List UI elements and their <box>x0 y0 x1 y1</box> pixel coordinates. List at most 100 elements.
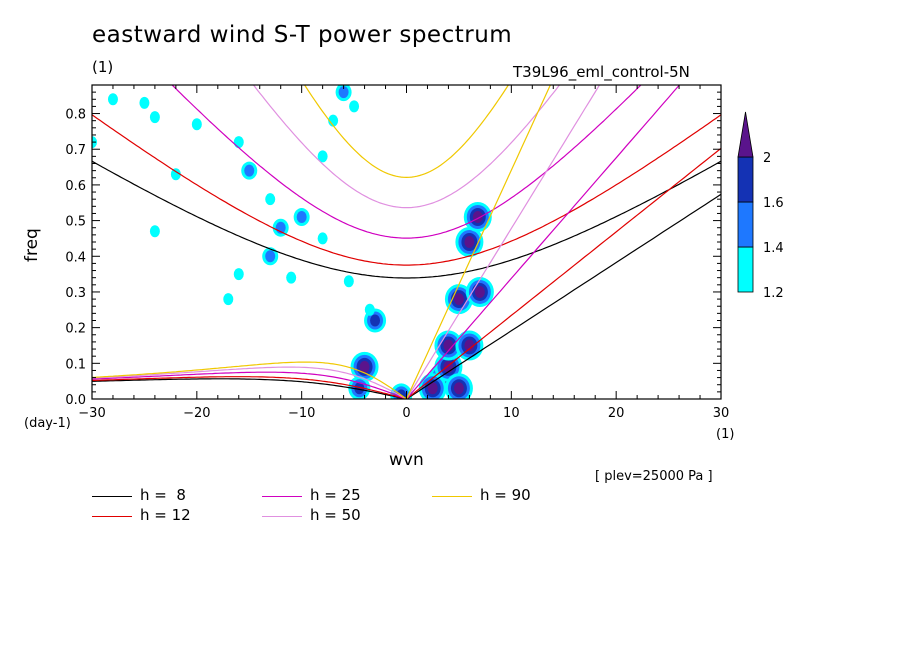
contour-level-4 <box>474 285 485 298</box>
run-name: T39L96_eml_control-5N <box>513 63 690 81</box>
y-axis-unit: (day-1) <box>24 416 71 431</box>
x-tick-label: 10 <box>503 406 520 421</box>
rossby-curve <box>92 376 407 399</box>
legend-label: h = 8 <box>140 486 186 504</box>
contour-level-4 <box>464 339 475 352</box>
contour-blob <box>241 161 258 180</box>
colorbar-segment <box>737 246 754 293</box>
contour-blob <box>364 303 375 316</box>
contour-blob <box>191 118 202 131</box>
contour-level-4 <box>359 360 370 373</box>
legend-label: h = 12 <box>140 506 191 524</box>
y-tick-label: 0.5 <box>65 215 86 230</box>
kelvin-curve <box>406 85 681 399</box>
x-tick-label: −10 <box>288 406 315 421</box>
contour-level-1 <box>191 118 202 131</box>
contour-blob <box>233 136 244 149</box>
contour-blob <box>463 202 492 233</box>
contour-level-1 <box>223 293 234 306</box>
contour-blob <box>349 100 360 113</box>
gravity-curve <box>171 85 642 239</box>
gravity-curve <box>92 114 721 266</box>
rossby-curve <box>92 378 407 399</box>
contour-blob <box>335 85 352 102</box>
contour-blob <box>455 330 484 361</box>
y-tick-label: 0.8 <box>65 108 86 123</box>
contour-level-1 <box>265 193 276 206</box>
contour-level-1 <box>233 136 244 149</box>
contour-blob <box>293 208 310 227</box>
colorbar-label: 1.2 <box>763 286 784 301</box>
gravity-curve <box>252 85 561 209</box>
contour-blob <box>223 293 234 306</box>
contour-blob <box>317 150 328 163</box>
y-tick-label: 0.1 <box>65 357 86 372</box>
contour-blob <box>328 114 339 127</box>
legend-swatch <box>262 496 302 497</box>
chart-title: eastward wind S-T power spectrum <box>92 22 513 48</box>
x-tick-label: 30 <box>713 406 730 421</box>
contour-blob <box>317 232 328 245</box>
kelvin-curve <box>405 85 601 399</box>
contour-level-1 <box>364 303 375 316</box>
colorbar-label: 1.6 <box>763 196 784 211</box>
contour-level-1 <box>317 232 328 245</box>
colorbar-arrow <box>737 111 754 158</box>
gravity-curve <box>303 85 510 179</box>
contour-level-1 <box>233 268 244 281</box>
contour-blob <box>149 225 160 238</box>
kelvin-curve <box>406 193 721 399</box>
contour-level-1 <box>139 96 150 109</box>
legend-swatch <box>432 496 472 497</box>
x-tick-label: −30 <box>78 406 105 421</box>
contour-level-3 <box>354 382 365 395</box>
y-tick-label: 0.3 <box>65 286 86 301</box>
contour-level-1 <box>149 111 160 124</box>
contour-level-1 <box>343 275 354 288</box>
rossby-curve <box>92 371 407 399</box>
legend-swatch <box>92 496 132 497</box>
legend-swatch <box>262 516 302 517</box>
pressure-level-note: [ plev=25000 Pa ] <box>595 469 713 484</box>
y-tick-label: 0.7 <box>65 143 86 158</box>
contour-blob <box>170 168 181 181</box>
rossby-curve <box>92 361 407 399</box>
contour-level-2 <box>265 250 276 263</box>
contour-level-4 <box>453 382 464 395</box>
contour-level-2 <box>244 164 255 177</box>
contour-level-4 <box>453 293 464 306</box>
y-tick-label: 0.6 <box>65 179 86 194</box>
colorbar-segment <box>737 156 754 203</box>
x-axis-unit: (1) <box>716 427 735 442</box>
x-tick-label: 20 <box>608 406 625 421</box>
contour-blob <box>286 271 297 284</box>
contour-blob <box>465 276 494 307</box>
x-tick-label: −20 <box>183 406 210 421</box>
colorbar: 1.2 1.4 1.6 2 <box>737 111 784 301</box>
y-tick-label: 0.0 <box>65 393 86 408</box>
contour-level-4 <box>427 382 438 395</box>
kelvin-curve <box>406 147 721 399</box>
x-tick-label: 0 <box>402 406 410 421</box>
contour-blob <box>139 96 150 109</box>
kelvin-curve <box>405 85 552 399</box>
contour-blob <box>262 247 279 266</box>
contour-level-1 <box>149 225 160 238</box>
contour-blob <box>434 330 463 361</box>
contour-level-1 <box>286 271 297 284</box>
legend-swatch <box>92 516 132 517</box>
contour-blob <box>233 268 244 281</box>
legend-label: h = 25 <box>310 486 361 504</box>
axes: −30 −20 −10 0 10 20 30 0.0 0.1 0.2 0.3 0.4 0.5 0.6 0.7… <box>65 85 729 421</box>
contour-level-1 <box>170 168 181 181</box>
x-axis-title: wvn <box>389 450 424 470</box>
contour-level-3 <box>370 314 381 327</box>
y-tick-label: 0.2 <box>65 322 86 337</box>
contour-blob <box>265 193 276 206</box>
colorbar-label: 2 <box>763 151 771 166</box>
contour-blob <box>107 93 118 106</box>
plot-frame <box>91 84 722 400</box>
y-tick-label: 0.4 <box>65 250 86 265</box>
contour-level-1 <box>328 114 339 127</box>
